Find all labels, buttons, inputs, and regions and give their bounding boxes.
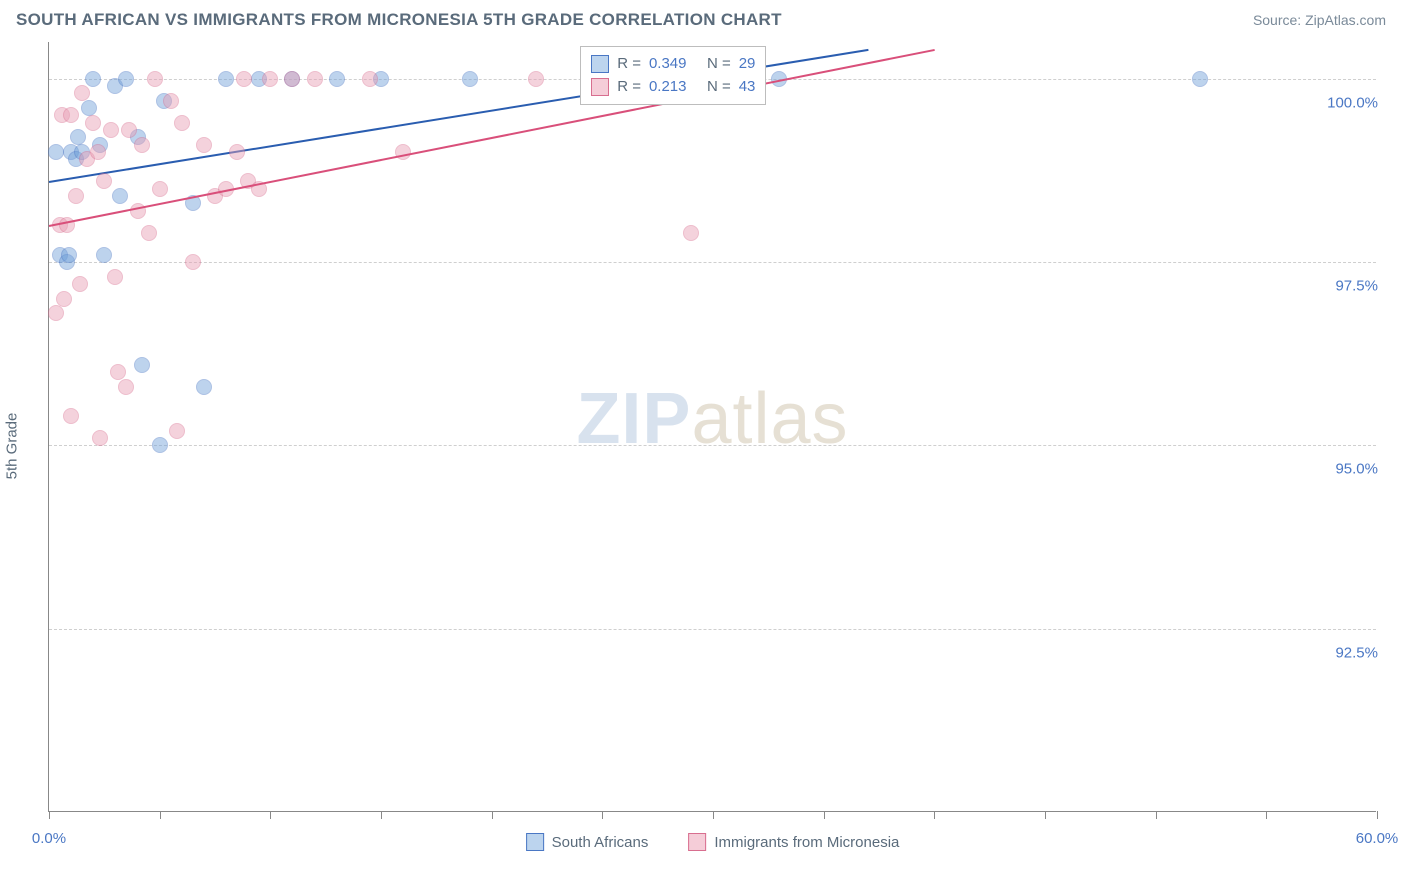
scatter-point — [68, 188, 84, 204]
scatter-point — [48, 305, 64, 321]
y-tick-label: 100.0% — [1325, 94, 1380, 111]
x-tick — [713, 811, 714, 819]
scatter-point — [307, 71, 323, 87]
scatter-point — [118, 71, 134, 87]
scatter-point — [81, 100, 97, 116]
scatter-point — [107, 269, 123, 285]
scatter-point — [90, 144, 106, 160]
scatter-point — [528, 71, 544, 87]
x-tick — [49, 811, 50, 819]
chart-title: SOUTH AFRICAN VS IMMIGRANTS FROM MICRONE… — [16, 10, 782, 30]
x-tick — [270, 811, 271, 819]
scatter-point — [462, 71, 478, 87]
r-label: R = — [617, 53, 641, 76]
scatter-point — [70, 129, 86, 145]
scatter-point — [72, 276, 88, 292]
gridline — [49, 445, 1376, 446]
scatter-point — [118, 379, 134, 395]
scatter-point — [169, 423, 185, 439]
stats-row: R = 0.213 N = 43 — [591, 76, 755, 99]
y-tick-label: 92.5% — [1333, 644, 1380, 661]
x-tick-label: 0.0% — [32, 830, 66, 847]
scatter-point — [362, 71, 378, 87]
scatter-point — [110, 364, 126, 380]
scatter-point — [63, 107, 79, 123]
x-tick — [1266, 811, 1267, 819]
n-value: 29 — [739, 53, 756, 76]
r-value: 0.213 — [649, 76, 699, 99]
scatter-point — [262, 71, 278, 87]
scatter-point — [134, 357, 150, 373]
scatter-point — [134, 137, 150, 153]
scatter-point — [112, 188, 128, 204]
x-tick — [381, 811, 382, 819]
x-tick — [1156, 811, 1157, 819]
scatter-point — [63, 408, 79, 424]
scatter-point — [85, 115, 101, 131]
n-label: N = — [707, 53, 731, 76]
legend-item: South Africans — [526, 833, 649, 851]
scatter-point — [218, 71, 234, 87]
scatter-point — [121, 122, 137, 138]
y-tick-label: 97.5% — [1333, 278, 1380, 295]
legend-label: South Africans — [552, 834, 649, 851]
scatter-point — [152, 181, 168, 197]
scatter-point — [48, 144, 64, 160]
y-tick-label: 95.0% — [1333, 461, 1380, 478]
scatter-point — [152, 437, 168, 453]
watermark: ZIPatlas — [576, 377, 848, 459]
legend-label: Immigrants from Micronesia — [714, 834, 899, 851]
scatter-point — [236, 71, 252, 87]
scatter-point — [103, 122, 119, 138]
scatter-point — [74, 85, 90, 101]
legend-swatch — [526, 833, 544, 851]
chart-source: Source: ZipAtlas.com — [1253, 12, 1386, 28]
n-value: 43 — [739, 76, 756, 99]
scatter-point — [683, 225, 699, 241]
gridline — [49, 262, 1376, 263]
x-tick — [934, 811, 935, 819]
scatter-point — [284, 71, 300, 87]
scatter-point — [196, 379, 212, 395]
scatter-point — [1192, 71, 1208, 87]
scatter-point — [141, 225, 157, 241]
stats-row: R = 0.349 N = 29 — [591, 53, 755, 76]
legend-item: Immigrants from Micronesia — [688, 833, 899, 851]
scatter-point — [174, 115, 190, 131]
legend-swatch — [688, 833, 706, 851]
x-tick-label: 60.0% — [1356, 830, 1399, 847]
x-tick — [1045, 811, 1046, 819]
x-tick — [492, 811, 493, 819]
scatter-point — [196, 137, 212, 153]
r-label: R = — [617, 76, 641, 99]
scatter-point — [329, 71, 345, 87]
r-value: 0.349 — [649, 53, 699, 76]
gridline — [49, 629, 1376, 630]
x-tick — [1377, 811, 1378, 819]
n-label: N = — [707, 76, 731, 99]
scatter-point — [147, 71, 163, 87]
y-axis-label: 5th Grade — [4, 413, 21, 480]
stats-box: R = 0.349 N = 29 R = 0.213 N = 43 — [580, 46, 766, 105]
scatter-point — [92, 430, 108, 446]
x-tick — [160, 811, 161, 819]
scatter-point — [85, 71, 101, 87]
x-tick — [602, 811, 603, 819]
scatter-point — [56, 291, 72, 307]
scatter-point — [229, 144, 245, 160]
scatter-point — [61, 247, 77, 263]
stats-swatch — [591, 78, 609, 96]
x-tick — [824, 811, 825, 819]
scatter-point — [96, 173, 112, 189]
scatter-chart: ZIPatlas 92.5%95.0%97.5%100.0%0.0%60.0%R… — [48, 42, 1376, 812]
legend: South Africans Immigrants from Micronesia — [526, 833, 900, 851]
trend-line — [49, 49, 935, 227]
scatter-point — [163, 93, 179, 109]
scatter-point — [185, 254, 201, 270]
scatter-point — [96, 247, 112, 263]
chart-header: SOUTH AFRICAN VS IMMIGRANTS FROM MICRONE… — [0, 0, 1406, 38]
stats-swatch — [591, 55, 609, 73]
